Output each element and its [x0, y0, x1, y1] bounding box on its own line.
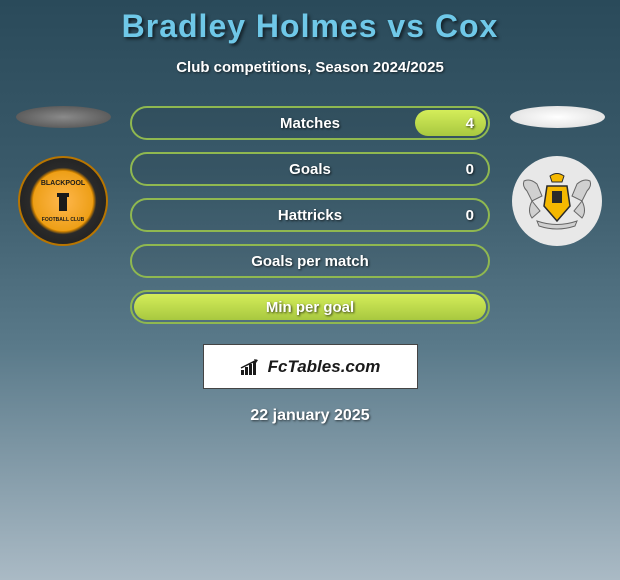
content-row: BLACKPOOL FOOTBALL CLUB Matches 4 Goals … [0, 106, 620, 336]
left-club-crest: BLACKPOOL FOOTBALL CLUB [18, 156, 108, 246]
stat-label: Goals [289, 161, 331, 178]
page-subtitle: Club competitions, Season 2024/2025 [0, 59, 620, 76]
stat-row-goals: Goals 0 [130, 152, 490, 186]
heraldic-crest-icon [512, 156, 602, 246]
stat-row-min-per-goal: Min per goal [130, 290, 490, 324]
crest-text-top: BLACKPOOL [41, 180, 85, 187]
stat-value: 0 [466, 207, 474, 224]
page-title: Bradley Holmes vs Cox [0, 8, 620, 45]
chart-icon [240, 358, 262, 376]
right-player-ellipse [510, 106, 605, 128]
site-logo-box[interactable]: FcTables.com [203, 344, 418, 389]
stat-row-goals-per-match: Goals per match [130, 244, 490, 278]
crest-text-bottom: FOOTBALL CLUB [42, 217, 84, 223]
left-crest-inner: BLACKPOOL FOOTBALL CLUB [33, 171, 93, 231]
stat-row-matches: Matches 4 [130, 106, 490, 140]
stat-label: Hattricks [278, 207, 342, 224]
header: Bradley Holmes vs Cox Club competitions,… [0, 0, 620, 76]
left-player-ellipse [16, 106, 111, 128]
stat-label: Goals per match [251, 253, 369, 270]
site-name-text: FcTables.com [268, 357, 381, 377]
stat-label: Min per goal [266, 299, 354, 316]
stat-value: 0 [466, 161, 474, 178]
tower-icon [48, 187, 78, 217]
site-logo: FcTables.com [240, 357, 381, 377]
stat-row-hattricks: Hattricks 0 [130, 198, 490, 232]
stat-value: 4 [466, 115, 474, 132]
date-text: 22 january 2025 [0, 407, 620, 425]
right-club-crest [512, 156, 602, 246]
stat-label: Matches [280, 115, 340, 132]
stat-fill [415, 110, 486, 136]
right-column [502, 106, 612, 246]
stats-column: Matches 4 Goals 0 Hattricks 0 Goals per … [118, 106, 502, 336]
left-column: BLACKPOOL FOOTBALL CLUB [8, 106, 118, 246]
